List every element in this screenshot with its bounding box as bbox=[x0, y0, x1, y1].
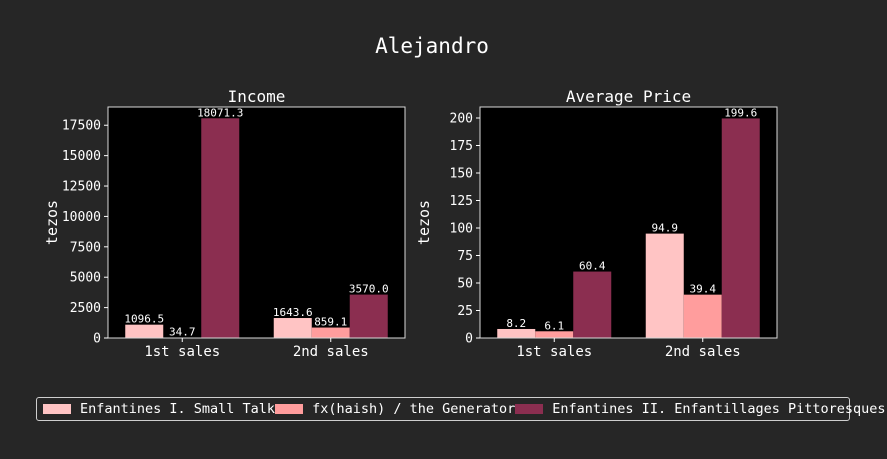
bar bbox=[721, 118, 760, 338]
bar-value-label: 1643.6 bbox=[273, 306, 313, 319]
legend-item: Enfantines I. Small Talk bbox=[43, 401, 275, 417]
chart-title: Average Price bbox=[566, 87, 691, 106]
y-tick-label: 15000 bbox=[62, 149, 101, 164]
bar bbox=[273, 318, 312, 338]
y-tick-label: 5000 bbox=[70, 271, 101, 286]
legend: Enfantines I. Small Talk fx(haish) / the… bbox=[36, 397, 886, 421]
bar bbox=[683, 294, 722, 338]
y-tick-label: 25 bbox=[457, 304, 473, 319]
bar-value-label: 34.7 bbox=[169, 326, 196, 339]
y-tick-label: 12500 bbox=[62, 180, 101, 195]
y-tick-label: 0 bbox=[465, 332, 473, 347]
x-tick-label: 1st sales bbox=[144, 344, 220, 360]
average-price-chart: 8.2 94.9 6.1 39.4 60.4 199.6 0 25 50 75 100 125 150 1… bbox=[415, 87, 778, 360]
x-tick-label: 1st sales bbox=[516, 344, 592, 360]
bar-value-label: 18071.3 bbox=[197, 106, 243, 119]
bar-value-label: 94.9 bbox=[652, 222, 679, 235]
y-tick-label: 125 bbox=[450, 194, 473, 209]
legend-swatch bbox=[515, 404, 544, 414]
chart-title: Income bbox=[228, 87, 286, 106]
legend-swatch bbox=[275, 404, 304, 414]
y-axis-label: tezos bbox=[415, 200, 433, 245]
figure-title: Alejandro bbox=[375, 34, 489, 58]
bar bbox=[349, 294, 388, 338]
y-tick-label: 200 bbox=[450, 112, 473, 127]
legend-label: Enfantines II. Enfantillages Pittoresque… bbox=[552, 401, 886, 417]
bar bbox=[201, 118, 240, 338]
axes-frame bbox=[479, 106, 778, 339]
bar-value-label: 39.4 bbox=[690, 283, 717, 296]
y-tick-label: 2500 bbox=[70, 301, 101, 316]
bar-value-label: 3570.0 bbox=[349, 283, 389, 296]
income-chart: 1096.5 1643.6 34.7 859.1 18071.3 3570.0 0 2500 5… bbox=[43, 87, 406, 360]
bar-value-label: 60.4 bbox=[579, 260, 606, 273]
bar bbox=[497, 328, 536, 338]
x-tick-label: 2nd sales bbox=[293, 344, 369, 360]
bar bbox=[311, 327, 350, 338]
y-tick-label: 10000 bbox=[62, 210, 101, 225]
y-tick-label: 0 bbox=[93, 332, 101, 347]
y-tick-label: 175 bbox=[450, 139, 473, 154]
y-tick-label: 7500 bbox=[70, 240, 101, 255]
y-tick-label: 17500 bbox=[62, 119, 101, 134]
y-tick-label: 100 bbox=[450, 222, 473, 237]
bar-value-label: 859.1 bbox=[314, 316, 347, 329]
bar bbox=[125, 324, 164, 338]
bar bbox=[535, 331, 574, 338]
axes-frame bbox=[107, 106, 406, 339]
y-axis-label: tezos bbox=[43, 200, 61, 245]
y-tick-label: 150 bbox=[450, 167, 473, 182]
bar-value-label: 6.1 bbox=[544, 319, 564, 332]
y-tick-label: 50 bbox=[457, 277, 473, 292]
x-tick-label: 2nd sales bbox=[665, 344, 741, 360]
bar bbox=[573, 271, 612, 338]
legend-item: Enfantines II. Enfantillages Pittoresque… bbox=[515, 401, 886, 417]
bar-value-label: 8.2 bbox=[506, 317, 526, 330]
legend-item: fx(haish) / the Generator bbox=[275, 401, 515, 417]
legend-swatch bbox=[43, 404, 71, 414]
bar-value-label: 1096.5 bbox=[124, 313, 164, 326]
legend-label: fx(haish) / the Generator bbox=[312, 401, 516, 417]
legend-label: Enfantines I. Small Talk bbox=[80, 401, 276, 417]
bar-value-label: 199.6 bbox=[724, 106, 757, 119]
y-tick-label: 75 bbox=[457, 249, 473, 264]
bar bbox=[645, 233, 684, 338]
